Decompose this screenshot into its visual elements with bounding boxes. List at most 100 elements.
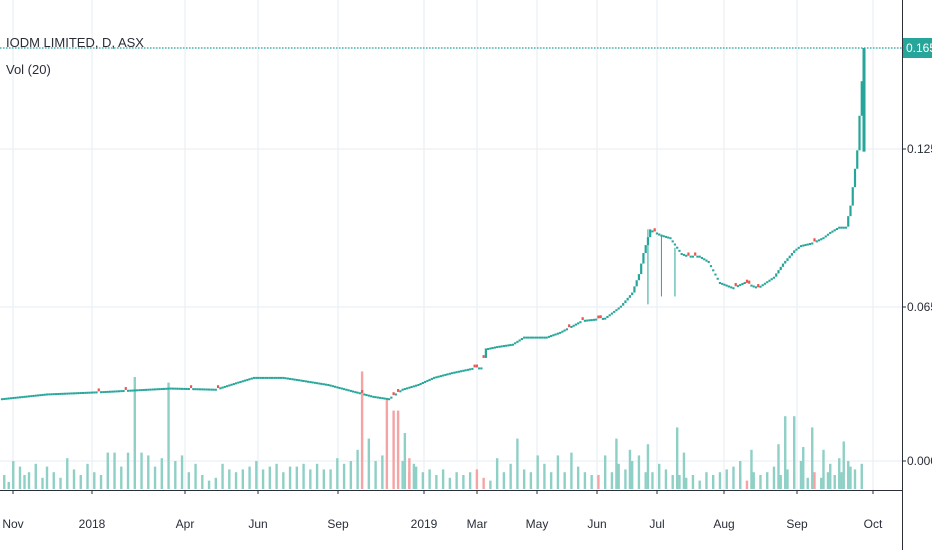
candle-368 [829, 231, 832, 234]
candle-77 [174, 387, 177, 390]
candle-113 [255, 376, 258, 379]
candle-183 [412, 385, 415, 388]
candle-106 [239, 380, 242, 383]
x-tick-label-4: Sep [327, 517, 349, 531]
candle-37 [84, 391, 87, 394]
volume-bar-43 [282, 472, 285, 489]
volume-bar-3 [18, 466, 22, 489]
candle-234 [527, 336, 530, 339]
candle-221 [498, 345, 501, 348]
candle-69 [156, 388, 159, 391]
candle-59 [133, 389, 136, 392]
candle-167 [376, 396, 379, 399]
volume-bar-146 [822, 449, 825, 489]
x-tick-label-10: Aug [713, 517, 734, 531]
volume-bar-119 [786, 469, 789, 489]
volume-bar-46 [302, 463, 305, 489]
candle-374 [842, 226, 845, 229]
candle-372 [838, 226, 841, 229]
volume-bar-101 [664, 469, 668, 489]
candle-50 [113, 390, 116, 393]
candle-350 [788, 255, 791, 259]
candle-96 [216, 385, 220, 389]
candle-118 [266, 376, 269, 379]
x-tick-label-0: Nov [2, 517, 23, 531]
candle-265 [597, 315, 600, 319]
candle-361 [813, 238, 816, 242]
candle-199 [448, 372, 451, 375]
candle-201 [453, 371, 456, 374]
candle-249 [561, 330, 564, 333]
candle-243 [547, 335, 551, 338]
volume-bar-97 [637, 455, 641, 489]
candle-254 [572, 324, 575, 327]
volume-bar-20 [126, 452, 130, 489]
volume-bar-87 [570, 452, 573, 489]
candle-177 [399, 390, 402, 393]
volume-bar-45 [295, 466, 299, 489]
volume-bar-136 [646, 444, 650, 489]
candle-102 [230, 383, 233, 386]
candle-333 [750, 284, 753, 287]
volume-bar-30 [194, 463, 197, 489]
candle-14 [32, 394, 35, 397]
volume-bar-0 [3, 475, 6, 489]
volume-bar-102 [671, 475, 674, 489]
candle-204 [460, 370, 463, 373]
volume-bars [3, 371, 863, 489]
candle-266 [599, 315, 602, 319]
candle-84 [189, 385, 193, 389]
x-tick-label-3: Jun [248, 517, 267, 531]
candle-298 [671, 240, 674, 243]
candle-135 [304, 380, 307, 383]
volume-bar-131 [403, 433, 407, 489]
candle-244 [550, 335, 553, 338]
candle-250 [563, 329, 566, 332]
candle-0 [0, 398, 4, 401]
candle-95 [214, 388, 217, 391]
volume-bar-55 [360, 371, 364, 489]
candle-151 [340, 387, 343, 390]
volume-bar-84 [549, 472, 553, 489]
candle-123 [277, 376, 280, 379]
candle-322 [725, 284, 728, 287]
candle-257 [579, 321, 582, 324]
candle-134 [302, 379, 305, 382]
candle-190 [428, 378, 431, 381]
symbol-title[interactable]: IODM LIMITED, D, ASX [6, 35, 144, 50]
volume-bar-52 [342, 463, 346, 489]
volume-bar-129 [853, 469, 857, 489]
candle-319 [718, 281, 722, 284]
candle-66 [149, 388, 152, 391]
candle-229 [516, 340, 519, 343]
candle-278 [626, 297, 629, 301]
candle-117 [264, 376, 267, 379]
candle-150 [338, 386, 341, 389]
candle-127 [286, 377, 289, 380]
candle-40 [90, 391, 94, 394]
candle-315 [709, 265, 713, 268]
candle-252 [568, 324, 571, 328]
candle-235 [529, 336, 533, 339]
volume-bar-72 [468, 472, 472, 489]
candle-280 [631, 292, 634, 296]
volume-bar-138 [682, 452, 686, 489]
candle-318 [716, 277, 719, 280]
volume-bar-88 [576, 466, 580, 489]
candle-274 [617, 307, 620, 310]
candle-63 [142, 388, 145, 391]
volume-bar-90 [590, 475, 593, 489]
volume-bar-149 [842, 441, 845, 489]
candle-145 [327, 384, 330, 386]
volume-bar-139 [739, 461, 742, 489]
volume-bar-100 [657, 463, 661, 489]
candle-288 [649, 229, 652, 238]
candle-335 [754, 286, 758, 289]
candle-317 [714, 273, 717, 276]
candle-56 [126, 389, 130, 392]
candle-227 [511, 343, 514, 346]
candle-98 [221, 386, 224, 389]
volume-bar-8 [45, 466, 49, 489]
candle-104 [234, 382, 238, 385]
volume-indicator-label[interactable]: Vol (20) [6, 62, 51, 77]
